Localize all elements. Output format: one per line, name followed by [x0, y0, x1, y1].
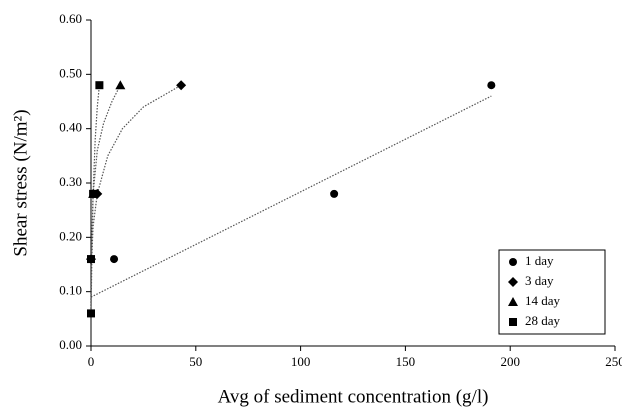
legend-marker — [508, 297, 518, 306]
point — [95, 81, 104, 90]
point — [115, 80, 126, 90]
legend-label: 14 day — [525, 293, 561, 308]
legend-marker — [509, 258, 517, 266]
x-tick-label: 50 — [189, 354, 202, 369]
point — [89, 189, 98, 198]
y-tick-label: 0.50 — [59, 65, 82, 80]
trend-line — [90, 84, 121, 260]
y-tick-label: 0.00 — [59, 337, 82, 352]
legend-label: 28 day — [525, 313, 561, 328]
point — [330, 189, 339, 198]
x-tick-label: 100 — [291, 354, 311, 369]
x-tick-label: 250 — [605, 354, 622, 369]
y-tick-label: 0.40 — [59, 120, 82, 135]
point — [87, 309, 95, 318]
x-tick-label: 200 — [500, 354, 520, 369]
y-tick-label: 0.60 — [59, 11, 82, 26]
trend-line — [90, 95, 492, 298]
point — [87, 255, 95, 264]
point — [487, 81, 496, 90]
x-tick-label: 0 — [88, 354, 95, 369]
trend-line — [91, 84, 182, 260]
legend-marker — [508, 277, 518, 287]
y-tick-label: 0.10 — [59, 283, 82, 298]
x-axis-title: Avg of sediment concentration (g/l) — [218, 386, 489, 407]
point — [176, 80, 187, 91]
x-tick-label: 150 — [396, 354, 416, 369]
legend-marker — [509, 318, 517, 326]
trend-line — [90, 85, 100, 314]
y-tick-label: 0.20 — [59, 228, 82, 243]
y-tick-label: 0.30 — [59, 174, 82, 189]
point — [110, 255, 119, 264]
y-axis-title: Shear stress (N/m²) — [10, 109, 31, 256]
legend-label: 1 day — [525, 253, 554, 268]
legend-label: 3 day — [525, 273, 554, 288]
